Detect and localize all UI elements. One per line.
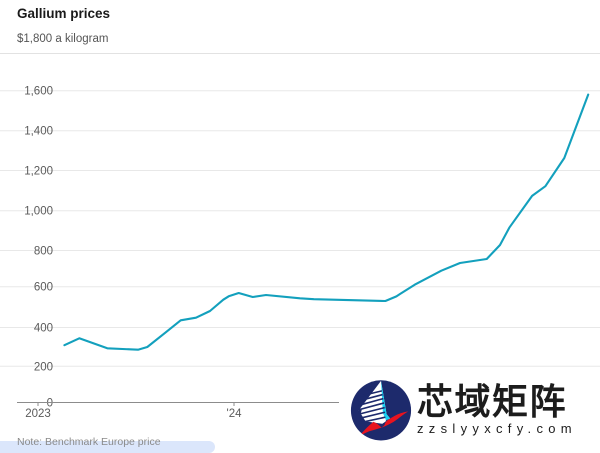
svg-text:800: 800 [34,246,53,258]
svg-text:200: 200 [34,362,53,374]
svg-text:600: 600 [34,282,53,294]
svg-text:'24: '24 [227,408,243,420]
svg-text:1,200: 1,200 [24,166,53,178]
svg-text:1,000: 1,000 [24,206,53,218]
svg-text:1,600: 1,600 [24,86,53,98]
svg-text:1,400: 1,400 [24,126,53,138]
svg-text:400: 400 [34,323,53,335]
svg-text:2023: 2023 [25,408,51,420]
